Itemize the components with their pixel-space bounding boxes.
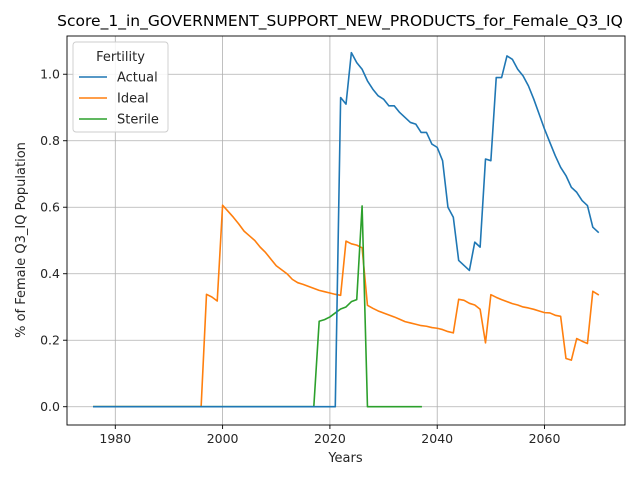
legend-label-actual: Actual [117, 71, 158, 86]
y-tick-label: 0.0 [40, 399, 60, 414]
chart-title: Score_1_in_GOVERNMENT_SUPPORT_NEW_PRODUC… [57, 12, 623, 31]
x-axis-label: Years [327, 451, 363, 466]
series-line-ideal [93, 204, 600, 408]
x-tick-label: 2000 [207, 431, 239, 446]
legend-title: Fertility [96, 50, 145, 65]
x-tick-label: 2060 [529, 431, 561, 446]
y-axis-ticks: 0.0 0.2 0.4 0.6 0.8 1.0 [40, 67, 67, 414]
x-tick-label: 1980 [99, 431, 131, 446]
x-tick-label: 2040 [421, 431, 453, 446]
series-line-sterile [93, 205, 422, 408]
legend-box [72, 41, 169, 133]
y-axis-label: % of Female Q3_IQ Population [14, 142, 29, 338]
y-tick-label: 0.8 [40, 133, 60, 148]
y-tick-label: 0.2 [40, 333, 60, 348]
legend-label-sterile: Sterile [117, 113, 159, 128]
legend: Fertility Actual Ideal Sterile [72, 41, 169, 133]
legend-label-ideal: Ideal [117, 92, 149, 107]
series-line-actual [93, 51, 600, 408]
plot-frame [66, 35, 626, 426]
grid-lines [67, 36, 625, 425]
y-tick-label: 0.4 [40, 266, 60, 281]
x-axis-ticks: 1980 2000 2020 2040 2060 [99, 425, 560, 446]
x-tick-label: 2020 [314, 431, 346, 446]
series-lines [93, 51, 600, 408]
y-tick-label: 0.6 [40, 200, 60, 215]
y-tick-label: 1.0 [40, 67, 60, 82]
